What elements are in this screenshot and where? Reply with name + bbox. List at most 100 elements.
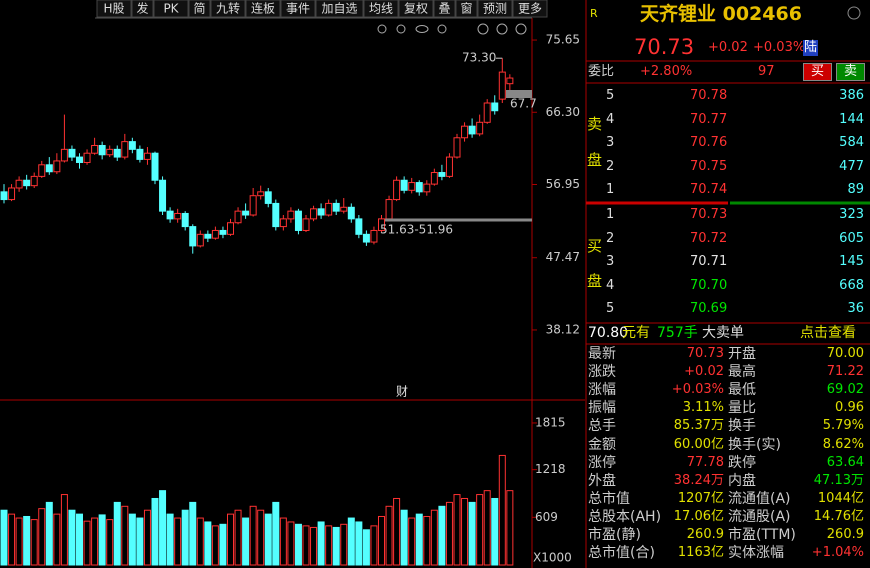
volume-bar — [211, 525, 219, 566]
volume-bar — [400, 509, 408, 566]
volume-bar — [317, 521, 325, 566]
market: 陆 — [803, 40, 819, 56]
candle-body — [98, 144, 106, 156]
stat-label: 涨停 — [588, 454, 616, 471]
sell-button[interactable]: 卖 — [836, 63, 866, 81]
y-tick-label: 56.95 — [546, 177, 580, 191]
stat-value: +0.02 — [684, 364, 724, 380]
toolbar-label[interactable]: 预测 — [483, 2, 507, 16]
toolbar-button — [188, 0, 211, 18]
volume-tick-label: 609 — [535, 510, 558, 524]
level-volume: 323 — [839, 207, 864, 222]
level-price: 70.74 — [690, 182, 728, 197]
stat-label: 市盈(TTM) — [728, 527, 796, 543]
toolbar-button — [398, 0, 434, 18]
candle-body — [113, 148, 121, 158]
ratio-label: 委比 — [588, 64, 615, 79]
candle-body — [453, 137, 461, 158]
candle-body — [91, 144, 99, 154]
stat-value: 0.96 — [835, 400, 864, 416]
volume-bar — [461, 497, 469, 566]
stat-label: 涨幅 — [588, 382, 616, 399]
candle-body — [294, 210, 302, 231]
buy-side: 买 — [587, 237, 603, 255]
level-volume: 144 — [839, 111, 864, 127]
toolbar-label[interactable]: 窗 — [460, 2, 472, 16]
stat-value: 14.76亿 — [813, 508, 864, 524]
volume-bar — [438, 505, 446, 566]
volume-bar — [378, 515, 385, 566]
volume-bar — [249, 505, 257, 566]
candle-body — [491, 102, 499, 112]
level: 2 — [606, 158, 615, 174]
big-order[interactable]: 点击查看 — [800, 325, 856, 341]
toolbar-label[interactable]: 简 — [193, 2, 205, 16]
level-volume: 668 — [839, 277, 864, 293]
price: 70.73 — [634, 35, 695, 59]
candle-body — [181, 212, 189, 228]
candle-body — [83, 152, 91, 163]
candle-body — [128, 141, 136, 150]
toolbar-button — [153, 0, 189, 18]
chart-tools — [377, 23, 527, 35]
volume-bar — [60, 494, 68, 566]
volume-tick-label: 1815 — [535, 415, 566, 429]
high-marker: 73.30 — [462, 51, 496, 65]
volume-bar — [355, 521, 363, 566]
candle-body — [0, 191, 8, 201]
volume-bar — [476, 494, 484, 566]
toolbar-label[interactable]: 连板 — [251, 1, 275, 16]
volume-bar — [189, 501, 197, 566]
volume-bar — [483, 490, 491, 566]
volume-bar — [219, 523, 227, 566]
volume-bar — [445, 501, 453, 566]
candle-body — [483, 102, 491, 123]
toolbar-label[interactable]: 叠 — [438, 2, 450, 16]
candle-body — [310, 208, 318, 220]
toolbar-button — [210, 0, 246, 18]
y-tick-label: 38.12 — [546, 322, 580, 336]
toolbar-label[interactable]: 加自选 — [321, 2, 357, 16]
toolbar-label[interactable]: PK — [163, 2, 179, 16]
stat-value: 77.78 — [686, 454, 724, 470]
toolbar-label[interactable]: 发 — [136, 1, 148, 16]
toolbar-label[interactable]: 九转 — [216, 1, 240, 16]
stat-value: 3.11% — [682, 400, 724, 416]
stat-value: 71.22 — [826, 364, 864, 380]
pct: +0.03% — [753, 40, 806, 55]
ratio-pct: +2.80% — [640, 64, 693, 79]
stat-label: 市盈(静) — [588, 527, 641, 543]
stat-label: 流通股(A) — [728, 508, 791, 525]
level-volume: 89 — [847, 182, 864, 197]
toolbar-label[interactable]: 更多 — [518, 2, 542, 16]
volume-bar — [30, 519, 38, 566]
buy-button[interactable]: 买 — [803, 63, 833, 81]
toolbar-label[interactable]: H股 — [103, 2, 124, 16]
level-volume: 36 — [847, 301, 864, 316]
right-marker: 67.7 — [510, 97, 537, 111]
toolbar-button — [245, 0, 281, 18]
price-marker-bg — [506, 90, 532, 98]
candle-body — [53, 160, 61, 173]
toolbar-button — [280, 0, 316, 18]
candle-body — [30, 175, 38, 187]
stat-label: 流通值(A) — [728, 490, 791, 507]
candle-body — [211, 229, 219, 239]
candle-body — [476, 121, 484, 135]
candle-body — [400, 179, 408, 191]
chart-bg — [0, 0, 585, 568]
candle-body — [106, 148, 114, 156]
toolbar-button — [512, 0, 548, 18]
toolbar-label[interactable]: 事件 — [286, 2, 310, 16]
volume-bar — [227, 513, 234, 566]
level-volume: 386 — [839, 88, 864, 103]
stat-label: 总股本(AH) — [588, 508, 662, 525]
sell-side: 盘 — [587, 151, 603, 169]
toolbar-label[interactable]: 复权 — [404, 2, 428, 16]
candle-body — [242, 210, 250, 216]
volume-bar — [53, 513, 61, 566]
toolbar-label[interactable]: 均线 — [369, 2, 393, 16]
candle-body — [249, 195, 257, 216]
candle-body — [60, 148, 68, 162]
